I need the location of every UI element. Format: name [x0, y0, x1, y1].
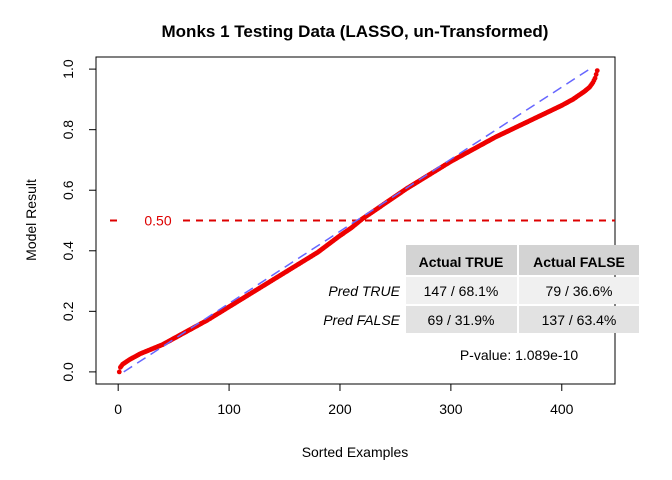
x-tick-label: 300: [439, 401, 463, 417]
x-axis-label: Sorted Examples: [302, 444, 409, 460]
table-header-cell: [519, 245, 639, 275]
table-header-cell: [406, 245, 517, 275]
table-cell-value: 79 / 36.6%: [546, 283, 613, 299]
chart-title: Monks 1 Testing Data (LASSO, un-Transfor…: [162, 22, 549, 41]
table-row-label: Pred TRUE: [328, 283, 400, 299]
x-tick-label: 400: [550, 401, 574, 417]
data-point: [116, 369, 122, 375]
table-cell: [519, 306, 639, 333]
table-cell: [406, 306, 517, 333]
reference-line-label: 0.50: [144, 213, 171, 229]
y-tick-label: 1.0: [60, 59, 76, 79]
y-axis: 0.0 0.2 0.4 0.6 0.8 1.0: [60, 59, 97, 382]
table-cell-value: 69 / 31.9%: [428, 312, 495, 328]
y-tick-label: 0.2: [60, 301, 76, 321]
x-tick-label: 100: [217, 401, 241, 417]
y-tick-label: 0.8: [60, 120, 76, 140]
confusion-table: Actual TRUE Actual FALSE Pred TRUE 147 /…: [323, 245, 639, 333]
table-cell: [406, 277, 517, 304]
table-col-header: Actual FALSE: [533, 254, 625, 270]
table-cell-value: 147 / 68.1%: [424, 283, 499, 299]
table-row-label: Pred FALSE: [323, 312, 400, 328]
x-tick-label: 0: [114, 401, 122, 417]
data-point: [594, 68, 600, 74]
p-value-text: P-value: 1.089e-10: [460, 347, 579, 363]
y-tick-label: 0.4: [60, 241, 76, 261]
data-point: [592, 75, 598, 81]
table-col-header: Actual TRUE: [419, 254, 504, 270]
y-axis-label: Model Result: [23, 179, 39, 261]
y-tick-label: 0.0: [60, 362, 76, 382]
table-cell: [519, 277, 639, 304]
x-tick-label: 200: [328, 401, 352, 417]
data-point: [593, 72, 599, 77]
x-axis: 0 100 200 300 400: [114, 383, 574, 417]
table-cell-value: 137 / 63.4%: [542, 312, 617, 328]
fit-line: [123, 68, 590, 373]
y-tick-label: 0.6: [60, 180, 76, 200]
